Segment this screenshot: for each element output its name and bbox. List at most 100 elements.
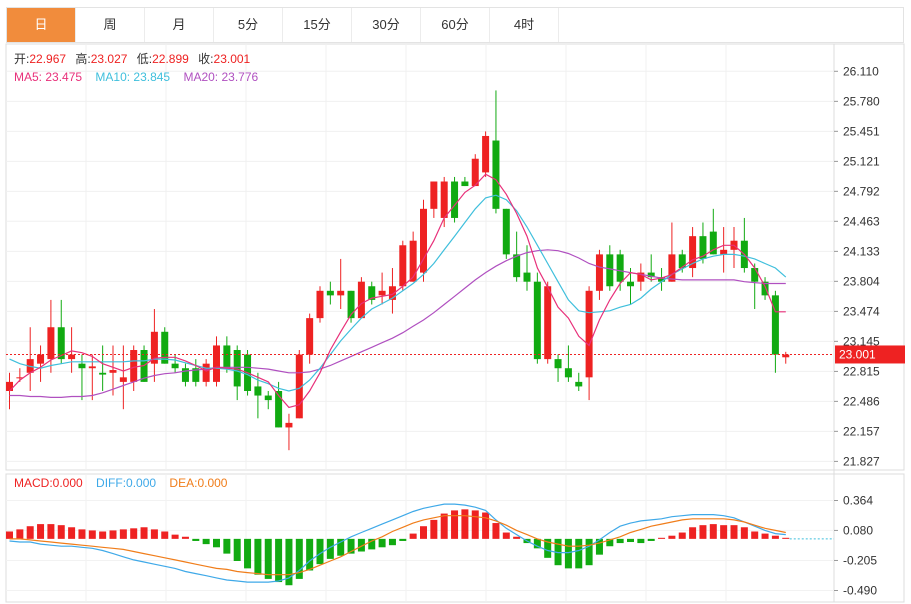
candle-body — [751, 268, 759, 282]
y-tick-label: 22.157 — [843, 424, 880, 438]
candle-body — [337, 290, 345, 296]
candle — [181, 363, 189, 387]
macd-bar — [26, 526, 34, 539]
candle-body — [564, 368, 572, 378]
candle — [275, 381, 283, 428]
macd-bar — [595, 538, 603, 555]
candle — [430, 181, 438, 218]
macd-bar — [171, 534, 179, 539]
macd-bar — [720, 525, 728, 539]
candle — [440, 176, 448, 228]
candle — [606, 245, 614, 291]
tab-7[interactable]: 4时 — [490, 8, 559, 42]
candle-body — [16, 377, 24, 379]
candle-body — [533, 281, 541, 360]
candle-body — [150, 331, 158, 364]
macd-bar — [761, 533, 769, 539]
tab-6[interactable]: 60分 — [421, 8, 490, 42]
candle — [575, 372, 583, 391]
candle-body — [388, 286, 396, 300]
candle — [771, 290, 779, 373]
candle-body — [440, 181, 448, 218]
candle-body — [37, 354, 45, 364]
macd-bar — [502, 532, 510, 539]
y-tick-label: 23.474 — [843, 304, 880, 318]
candle-body — [409, 240, 417, 282]
macd-bar — [16, 529, 24, 539]
candle-body — [68, 354, 76, 360]
candle — [627, 268, 634, 305]
candle — [57, 299, 65, 364]
macd-bar — [37, 524, 45, 539]
candle — [492, 90, 500, 214]
candle-body — [99, 372, 107, 375]
tab-5[interactable]: 30分 — [352, 8, 421, 42]
macd-bar — [295, 538, 303, 579]
macd-bar — [482, 512, 490, 539]
candle-body — [57, 327, 65, 360]
candle-body — [420, 208, 427, 273]
candle — [585, 286, 593, 401]
info-bar: 开:22.967 高:23.027 低:22.899 收:23.001 MA5:… — [14, 51, 258, 490]
macd-bar — [192, 538, 200, 541]
macd-bar — [647, 538, 655, 541]
macd-bar — [751, 531, 759, 539]
candle-body — [689, 236, 697, 269]
candle — [409, 231, 417, 282]
macd-bar — [68, 527, 76, 539]
candle — [502, 208, 510, 259]
candle-body — [202, 363, 210, 382]
tab-4[interactable]: 15分 — [283, 8, 352, 42]
tab-1[interactable]: 周 — [76, 8, 145, 42]
ma20-line — [9, 249, 786, 398]
candle — [326, 281, 334, 305]
macd-y-tick-label: 0.364 — [843, 494, 873, 508]
candle-body — [192, 368, 200, 382]
macd-bar — [285, 538, 293, 586]
candle-body — [513, 254, 521, 278]
candle-body — [119, 377, 127, 382]
candle-body — [368, 286, 376, 300]
candle — [285, 413, 293, 451]
tab-3[interactable]: 5分 — [214, 8, 283, 42]
y-axes: 26.110 25.780 25.451 25.121 24.792 24.463 24.1… — [834, 64, 905, 598]
candle — [689, 227, 697, 278]
candle — [26, 327, 34, 391]
macd-bar — [213, 538, 220, 548]
macd-bar — [709, 524, 717, 539]
macd-bar — [233, 538, 241, 561]
candle-body — [471, 158, 479, 187]
y-tick-label: 21.827 — [843, 454, 880, 468]
macd-bar — [347, 538, 355, 554]
candle — [68, 327, 76, 373]
macd-bar — [461, 509, 469, 539]
candle-body — [699, 236, 707, 259]
macd-bar — [430, 519, 438, 539]
candle-body — [658, 277, 666, 282]
candle — [347, 290, 355, 323]
candle — [533, 272, 541, 364]
candle-body — [295, 354, 303, 419]
diff-line — [9, 503, 786, 583]
ma5-line — [9, 173, 786, 409]
tab-0[interactable]: 日 — [7, 8, 76, 42]
y-tick-label: 22.815 — [843, 364, 880, 378]
candle-body — [275, 390, 283, 428]
candle-body — [678, 254, 686, 269]
candle — [451, 176, 459, 223]
macd-bar — [678, 532, 686, 539]
macd-bar — [771, 535, 779, 539]
macd-bar — [223, 538, 231, 554]
tab-2[interactable]: 月 — [145, 8, 214, 42]
macd-bar — [88, 530, 96, 539]
macd-bar — [616, 538, 624, 544]
dea-line — [9, 515, 786, 576]
macd-bar — [181, 536, 189, 539]
candle — [264, 390, 272, 410]
candle-body — [523, 272, 531, 282]
candle-body — [720, 249, 728, 255]
candle — [461, 176, 469, 187]
candle-body — [668, 254, 676, 282]
y-tick-label: 25.451 — [843, 124, 880, 138]
macd-bar — [606, 538, 614, 547]
